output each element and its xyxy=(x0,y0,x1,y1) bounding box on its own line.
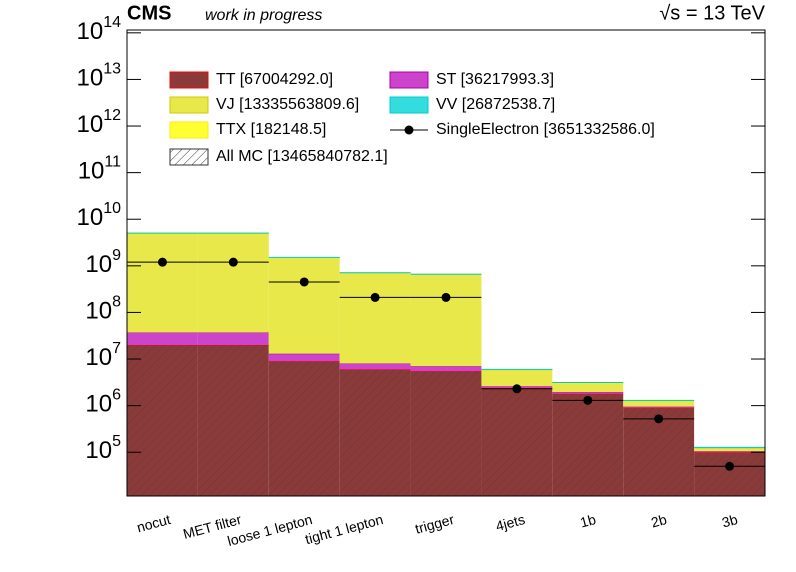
hatch xyxy=(481,387,553,496)
data-point xyxy=(512,384,522,394)
x-tick-label: 4jets xyxy=(494,511,527,534)
energy: √s = 13 TeV xyxy=(659,2,765,24)
data-point xyxy=(441,292,451,302)
legend-swatch xyxy=(169,96,209,114)
y-tick-label: 1011 xyxy=(78,154,121,185)
data-point xyxy=(583,395,593,405)
bar-segment xyxy=(481,369,553,387)
y-tick-label: 107 xyxy=(85,340,121,371)
y-tick-label: 109 xyxy=(85,247,121,278)
y-tick-label: 1012 xyxy=(77,107,122,138)
frame xyxy=(126,29,766,497)
data-point xyxy=(157,257,167,267)
bar-segment xyxy=(623,406,695,408)
plot-area xyxy=(127,232,765,496)
legend-swatch xyxy=(404,125,414,135)
bar-segment xyxy=(127,332,198,346)
legend-swatch xyxy=(169,71,209,89)
bar-segment xyxy=(552,392,624,394)
bar-segment xyxy=(268,353,340,362)
hatch xyxy=(410,371,482,496)
hatch xyxy=(127,345,198,496)
y-tick-label: 108 xyxy=(85,294,121,325)
y-tick-label: 1010 xyxy=(77,200,122,231)
legend-label: ST [36217993.3] xyxy=(436,71,554,88)
experiment: CMS xyxy=(127,2,171,24)
y-tick-label: 1014 xyxy=(77,14,122,45)
legend-swatch xyxy=(389,71,429,89)
data-point xyxy=(370,292,380,302)
bar-segment xyxy=(197,332,269,346)
bar-segment xyxy=(410,366,482,372)
hatch xyxy=(268,361,340,496)
legend-label: VJ [13335563809.6] xyxy=(216,96,359,113)
legend-label: VV [26872538.7] xyxy=(436,96,555,113)
x-tick-label: 3b xyxy=(720,511,739,531)
bar-segment xyxy=(694,448,765,452)
bar-segment xyxy=(268,257,340,354)
status: work in progress xyxy=(205,7,322,24)
bar-segment xyxy=(339,363,411,370)
legend-swatch xyxy=(389,96,429,114)
legend-label: TTX [182148.5] xyxy=(216,121,326,138)
legend-swatch xyxy=(169,148,209,166)
legend-label: All MC [13465840782.1] xyxy=(216,148,388,165)
bar-segment xyxy=(127,233,198,333)
hatch xyxy=(339,369,411,496)
data-point xyxy=(228,257,238,267)
bar-segment xyxy=(339,272,411,364)
data-point xyxy=(654,414,664,424)
hatch xyxy=(197,345,269,496)
data-point xyxy=(299,277,309,287)
x-tick-label: 1b xyxy=(578,511,597,531)
y-tick-label: 105 xyxy=(85,433,121,464)
y-tick-label: 106 xyxy=(85,387,121,418)
bar-segment xyxy=(552,383,624,393)
legend-swatch xyxy=(169,121,209,139)
x-tick-label: 2b xyxy=(649,511,668,531)
y-tick-label: 1013 xyxy=(77,61,122,92)
legend-label: SingleElectron [3651332586.0] xyxy=(436,121,655,138)
bar-segment xyxy=(197,233,269,333)
bar-segment xyxy=(410,274,482,367)
hatch xyxy=(694,452,765,496)
bar-segment xyxy=(623,401,695,407)
hatch xyxy=(552,393,624,496)
data-point xyxy=(725,461,735,471)
legend-label: TT [67004292.0] xyxy=(216,71,333,88)
